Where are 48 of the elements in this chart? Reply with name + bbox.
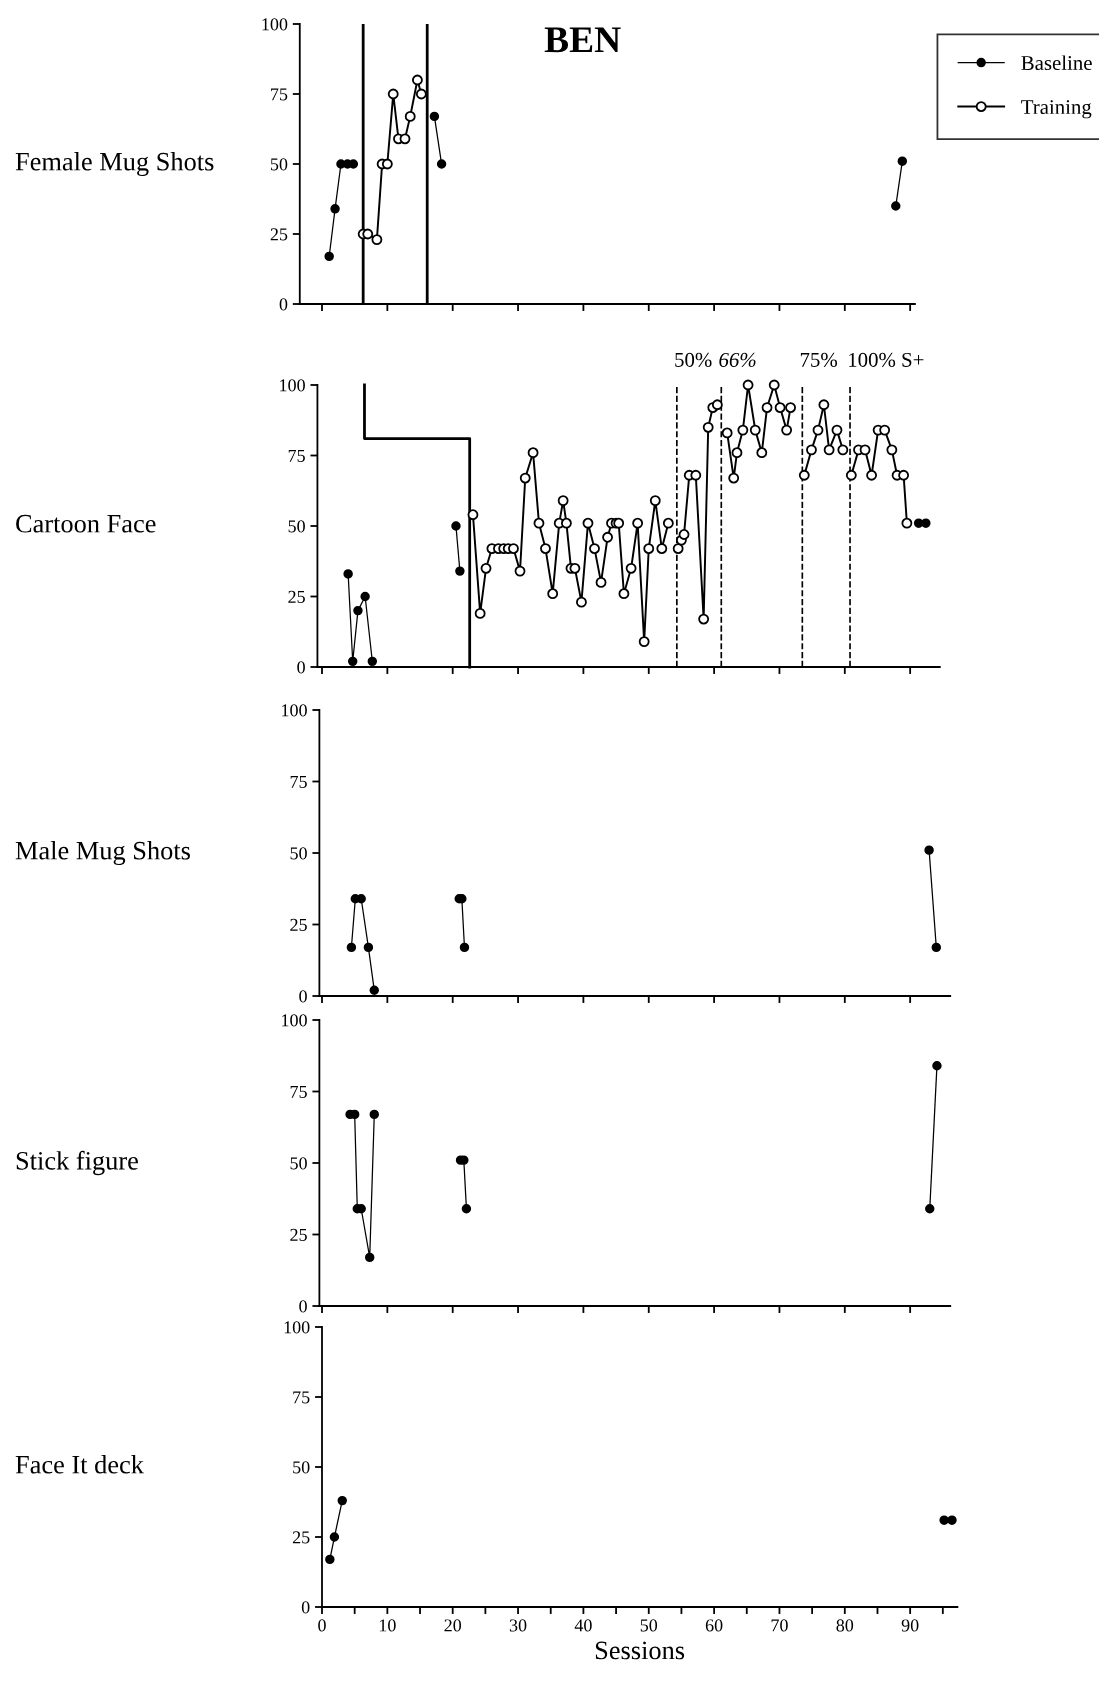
x-tick-label: 60 bbox=[705, 1619, 723, 1632]
legend-label: Baseline bbox=[1021, 55, 1092, 71]
y-tick-label: 0 bbox=[299, 990, 307, 1003]
x-tick-label: 70 bbox=[771, 1619, 788, 1632]
y-tick-label: 25 bbox=[270, 228, 288, 241]
y-tick-label: 25 bbox=[292, 1531, 310, 1544]
y-tick-label: 100 bbox=[284, 1321, 310, 1334]
x-tick-label: 40 bbox=[574, 1619, 592, 1632]
legend-label: Training bbox=[1021, 100, 1092, 119]
x-tick-label: 20 bbox=[444, 1619, 462, 1632]
y-axis-title: Stick figure bbox=[16, 1150, 138, 1176]
y-tick-label: 0 bbox=[301, 1601, 310, 1614]
x-tick-label: 10 bbox=[379, 1619, 396, 1632]
y-tick-label: 75 bbox=[271, 88, 288, 101]
annotation: 100% S+ bbox=[849, 352, 924, 367]
y-tick-label: 100 bbox=[282, 704, 307, 717]
x-tick-label: 30 bbox=[509, 1619, 527, 1632]
annotation: 50% bbox=[675, 352, 712, 367]
y-tick-label: 100 bbox=[282, 1014, 307, 1027]
x-tick-label: 0 bbox=[318, 1619, 326, 1632]
y-tick-label: 75 bbox=[290, 775, 307, 788]
y-axis-title: Face It deck bbox=[15, 1455, 144, 1474]
chart-title: BEN bbox=[544, 27, 621, 53]
y-tick-label: 25 bbox=[290, 918, 307, 931]
y-tick-label: 50 bbox=[290, 847, 307, 860]
y-tick-label: 75 bbox=[288, 449, 305, 462]
y-tick-label: 0 bbox=[279, 298, 288, 311]
x-axis-title: Sessions bbox=[595, 1641, 685, 1660]
y-tick-label: 0 bbox=[297, 661, 305, 674]
y-axis-title: Cartoon Face bbox=[16, 514, 156, 533]
annotation: 75% bbox=[800, 352, 838, 367]
y-tick-label: 25 bbox=[290, 1228, 307, 1241]
y-tick-label: 50 bbox=[288, 520, 305, 533]
y-tick-label: 100 bbox=[262, 18, 288, 31]
y-tick-label: 25 bbox=[288, 590, 305, 603]
y-tick-label: 100 bbox=[280, 379, 305, 392]
x-tick-label: 90 bbox=[901, 1619, 919, 1632]
y-axis-title: Female Mug Shots bbox=[15, 152, 214, 176]
annotation: 66% bbox=[719, 352, 756, 367]
y-tick-label: 0 bbox=[299, 1300, 307, 1313]
x-tick-label: 80 bbox=[836, 1619, 854, 1632]
x-tick-label: 50 bbox=[640, 1619, 658, 1632]
y-axis-title: Male Mug Shots bbox=[15, 841, 190, 865]
y-tick-label: 50 bbox=[293, 1461, 310, 1474]
y-tick-label: 50 bbox=[270, 158, 288, 171]
y-tick-label: 50 bbox=[290, 1157, 307, 1170]
y-tick-label: 75 bbox=[290, 1085, 307, 1098]
y-tick-label: 75 bbox=[293, 1391, 310, 1404]
